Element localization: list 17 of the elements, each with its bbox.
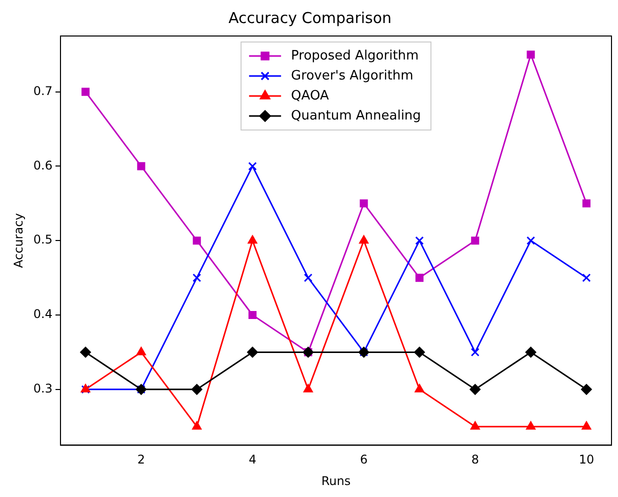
x-axis-title: Runs	[321, 474, 351, 488]
y-tick-label: 0.3	[33, 382, 52, 396]
chart-title: Accuracy Comparison	[228, 8, 392, 27]
x-tick-label: 10	[578, 452, 594, 467]
x-tick-label: 8	[471, 452, 479, 467]
legend-label: Grover's Algorithm	[291, 68, 414, 84]
x-tick-label: 6	[360, 452, 368, 467]
y-tick-label: 0.5	[33, 232, 52, 247]
x-tick-label: 2	[137, 452, 146, 467]
y-tick-label: 0.7	[33, 84, 52, 98]
y-axis-title: Accuracy	[11, 213, 26, 268]
x-tick-label: 4	[248, 452, 256, 467]
legend-label: QAOA	[291, 88, 329, 104]
y-tick-label: 0.6	[33, 158, 52, 172]
legend-label: Quantum Annealing	[291, 108, 421, 124]
y-tick-label: 0.4	[33, 307, 52, 322]
legend-label: Proposed Algorithm	[291, 48, 419, 64]
